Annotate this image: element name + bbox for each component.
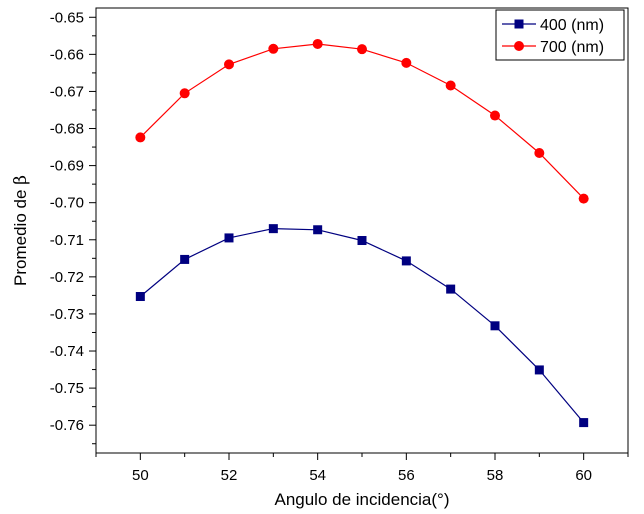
x-axis-title: Angulo de incidencia(°) [274,490,449,509]
data-point-circle [401,57,412,68]
data-point-circle [445,80,456,91]
plot-area [95,7,629,454]
y-axis-title: Promedio de β [11,175,31,286]
series-1 [135,224,589,428]
y-tick-label: -0.69 [50,158,84,175]
data-point-square [401,256,411,266]
legend-label: 400 (nm) [540,17,604,34]
data-point-square [490,321,500,331]
y-tick-label: -0.76 [50,417,84,434]
data-point-square [534,365,544,375]
y-tick-label: -0.71 [50,232,84,249]
y-axis-title-prefix: Promedio de [11,185,30,286]
legend: 400 (nm) 700 (nm) [495,9,625,61]
x-tick-label: 56 [398,467,415,484]
data-point-square [357,236,367,246]
y-tick-label: -0.72 [50,269,84,286]
data-point-square [313,225,323,235]
y-tick-label: -0.74 [50,343,84,360]
y-tick-label: -0.75 [50,380,84,397]
x-tick-label: 60 [575,467,592,484]
data-point-square [446,284,456,294]
x-tick-label: 58 [487,467,504,484]
data-point-circle [224,59,234,70]
x-tick-label: 52 [221,467,238,484]
plot-frame [95,7,629,454]
data-point-circle [534,147,545,158]
data-point-circle [135,132,146,143]
data-point-square [224,233,234,243]
x-tick-label: 50 [132,467,149,484]
data-point-circle [312,38,323,49]
y-tick-label: -0.67 [50,83,84,100]
series-2 [135,38,589,204]
axes: 50 52 54 56 58 60 -0.65 -0.66 -0.67 -0.68 -0.69 -0.… [50,9,629,484]
data-point-circle [357,44,367,55]
y-tick-label: -0.65 [50,9,84,26]
data-point-circle [179,88,190,99]
y-tick-label: -0.70 [50,195,84,212]
data-point-circle [490,110,500,121]
data-series [135,38,589,428]
y-axis-title-symbol: β [11,175,31,185]
data-point-square [135,292,145,302]
y-tick-label: -0.68 [50,121,84,138]
y-tick-label: -0.73 [50,306,84,323]
series-line [139,227,585,423]
legend-marker-circle [514,41,524,51]
legend-marker-square [514,19,524,29]
data-point-circle [268,43,279,54]
data-point-square [268,224,278,234]
data-point-circle [578,193,589,204]
legend-label: 700 (nm) [540,39,604,56]
legend-box [495,9,625,61]
data-point-square [180,254,190,264]
y-tick-label: -0.66 [50,46,84,63]
series-line [139,43,585,200]
x-tick-label: 54 [309,467,326,484]
data-point-square [579,418,589,428]
